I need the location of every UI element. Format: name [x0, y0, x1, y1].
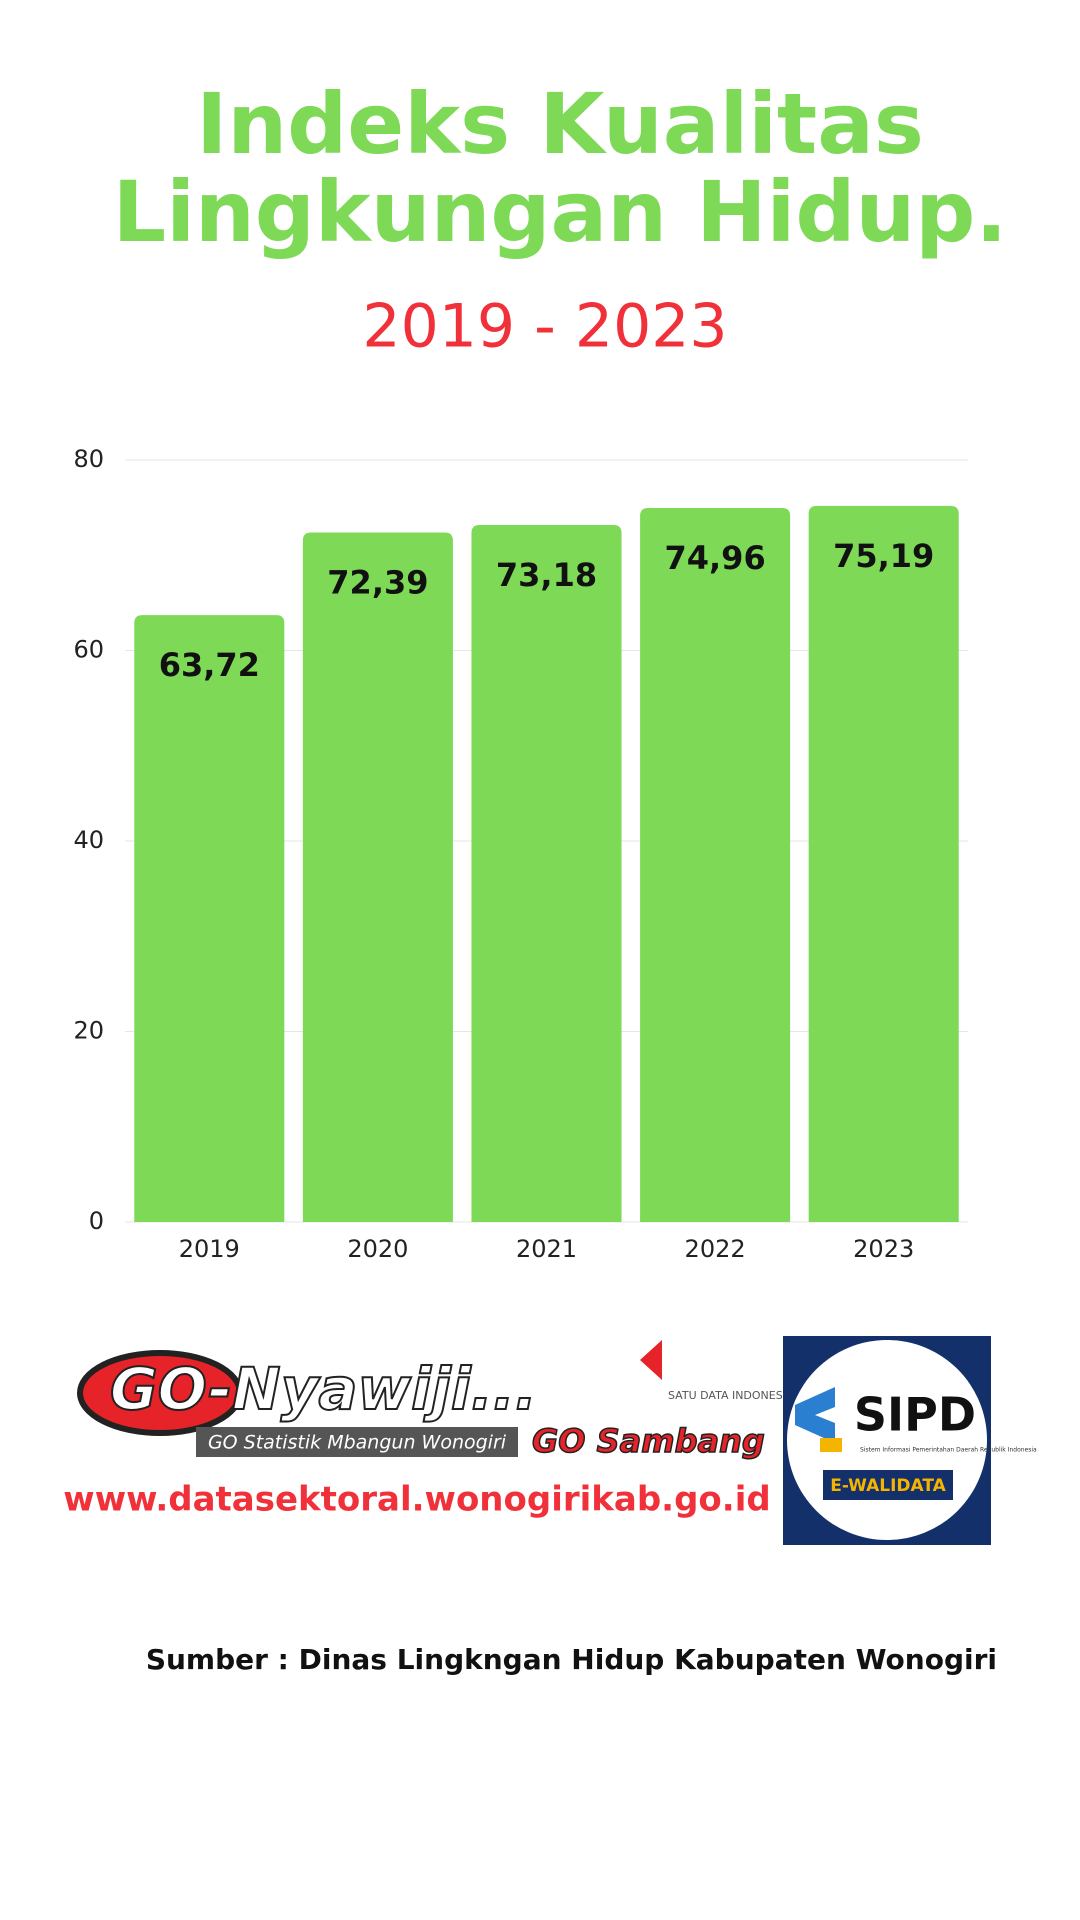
value-label: 74,96	[664, 539, 765, 577]
sipd-icon	[795, 1387, 835, 1443]
value-label: 72,39	[327, 563, 428, 601]
go-logo-shape	[77, 1350, 243, 1436]
x-tick-label: 2022	[685, 1235, 746, 1263]
y-tick-label: 80	[73, 445, 104, 473]
sipd: SIPD	[854, 1388, 976, 1442]
y-tick-label: 0	[89, 1207, 104, 1235]
go-main: GO-Nyawiji...	[110, 1355, 537, 1423]
subtitle: 2019 - 2023	[362, 292, 727, 362]
x-tick-label: 2023	[853, 1235, 914, 1263]
bar	[302, 532, 453, 1222]
sipd-badge-bg	[823, 1470, 953, 1500]
value-label: 73,18	[496, 556, 597, 594]
url: www.datasektoral.wonogirikab.go.id	[63, 1480, 770, 1520]
sipd-icon	[820, 1438, 842, 1452]
sipd-sub: Sistem Informasi Pemerintahan Daerah Rep…	[860, 1447, 1037, 1454]
go-sambang: GO Sambang	[532, 1422, 765, 1460]
value-label: 63,72	[159, 646, 260, 684]
title-line: Lingkungan Hidup.	[113, 163, 1008, 261]
bar	[134, 615, 285, 1222]
y-tick-label: 60	[73, 636, 104, 664]
x-tick-label: 2020	[347, 1235, 408, 1263]
title-line: Indeks Kualitas	[196, 75, 924, 173]
sipd-badge: E-WALIDATA	[830, 1476, 946, 1496]
x-tick-label: 2021	[516, 1235, 577, 1263]
x-tick-label: 2019	[179, 1235, 240, 1263]
go-tagline: GO Statistik Mbangun Wonogiri	[208, 1432, 507, 1454]
satu-data-icon	[640, 1340, 662, 1380]
bar	[640, 508, 791, 1223]
bar	[808, 505, 959, 1222]
bar	[471, 524, 622, 1222]
logos: GO-Nyawiji... GO Statistik Mbangun Wonog…	[63, 1336, 1037, 1545]
y-tick-label: 20	[73, 1017, 104, 1045]
y-tick-label: 40	[73, 826, 104, 854]
source: Sumber : Dinas Lingkngan Hidup Kabupaten…	[146, 1643, 997, 1676]
go-tagline-bg	[196, 1427, 518, 1457]
value-label: 75,19	[833, 537, 934, 575]
satu-data: SATU DATA INDONESIA	[668, 1389, 794, 1402]
